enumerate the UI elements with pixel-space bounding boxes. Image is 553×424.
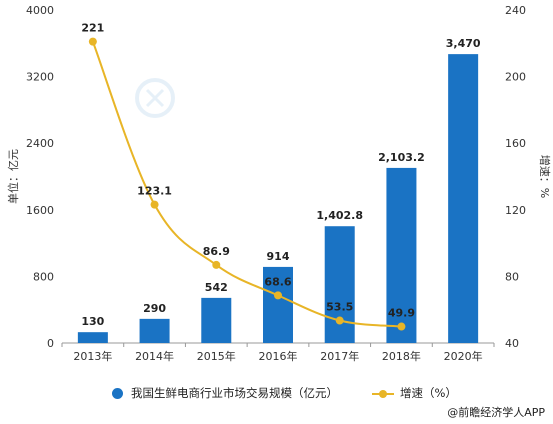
- y2-tick-label: 40: [505, 337, 519, 350]
- line-point: [150, 200, 159, 209]
- y2-tick-label: 120: [505, 204, 526, 217]
- y2-tick-label: 240: [505, 4, 526, 17]
- bar-value-label: 3,470: [446, 37, 481, 50]
- y-tick-label: 4000: [26, 4, 54, 17]
- y2-tick-label: 80: [505, 270, 519, 283]
- line-point: [274, 291, 282, 300]
- line-value-label: 221: [81, 22, 104, 35]
- legend: 我国生鲜电商行业市场交易规模（亿元） 增速（%）: [112, 385, 457, 401]
- line-value-label: 53.5: [326, 301, 353, 314]
- legend-line-label: 增速（%）: [400, 386, 457, 400]
- bar-value-label: 2,103.2: [378, 151, 425, 164]
- bar-value-label: 542: [205, 281, 228, 294]
- line-point: [88, 37, 97, 46]
- y-tick-label: 800: [33, 270, 54, 283]
- x-tick-label: 2015年: [197, 349, 236, 363]
- bar-series: [77, 54, 479, 344]
- x-tick-label: 2014年: [135, 349, 174, 363]
- x-tick-label: 2018年: [382, 349, 421, 363]
- bar: [77, 332, 108, 343]
- y-tick-label: 0: [47, 337, 54, 350]
- bar-value-label: 914: [267, 250, 290, 263]
- line-value-label: 86.9: [203, 245, 230, 258]
- line-value-label: 49.9: [388, 307, 415, 320]
- bar: [263, 266, 293, 343]
- y2-tick-label: 160: [505, 137, 526, 150]
- y-tick-label: 3200: [26, 71, 54, 84]
- x-tick-label: 2013年: [73, 349, 112, 363]
- y-axis-title: 单位：亿元: [6, 149, 20, 204]
- legend-bar-label: 我国生鲜电商行业市场交易规模（亿元）: [131, 386, 338, 400]
- bar: [201, 297, 232, 343]
- line-value-label: 68.6: [264, 275, 291, 288]
- source-credit: @前瞻经济学人APP: [447, 406, 545, 419]
- bar: [324, 226, 355, 343]
- line-series: [88, 37, 406, 331]
- y2-tick-label: 200: [505, 71, 526, 84]
- axes: 2013年 2014年 2015年 2016年 2017年 2018年 2020年 0 800 1…: [26, 4, 526, 363]
- x-tick-label: 2017年: [320, 349, 359, 363]
- x-tick-label: 2020年: [444, 349, 483, 363]
- bar-value-label: 1,402.8: [316, 209, 363, 222]
- y-tick-label: 1600: [26, 204, 54, 217]
- line-point: [397, 322, 406, 331]
- line-value-label: 123.1: [137, 185, 172, 198]
- bar: [448, 54, 479, 344]
- bar-value-label: 130: [81, 315, 104, 328]
- bar: [139, 318, 170, 343]
- x-tick-label: 2016年: [259, 349, 298, 363]
- bar-value-label: 290: [143, 302, 166, 315]
- data-labels: 130 290 542 914 1,402.8 2,103.2 3,470 221 123.1 8…: [81, 22, 481, 329]
- y-tick-label: 2400: [26, 137, 54, 150]
- bar: [386, 167, 417, 343]
- line-point: [335, 316, 344, 325]
- legend-line-swatch: [372, 388, 394, 399]
- y2-axis-title: 增速：%: [538, 155, 552, 198]
- line-point: [212, 260, 221, 269]
- legend-bar-swatch: [112, 387, 123, 399]
